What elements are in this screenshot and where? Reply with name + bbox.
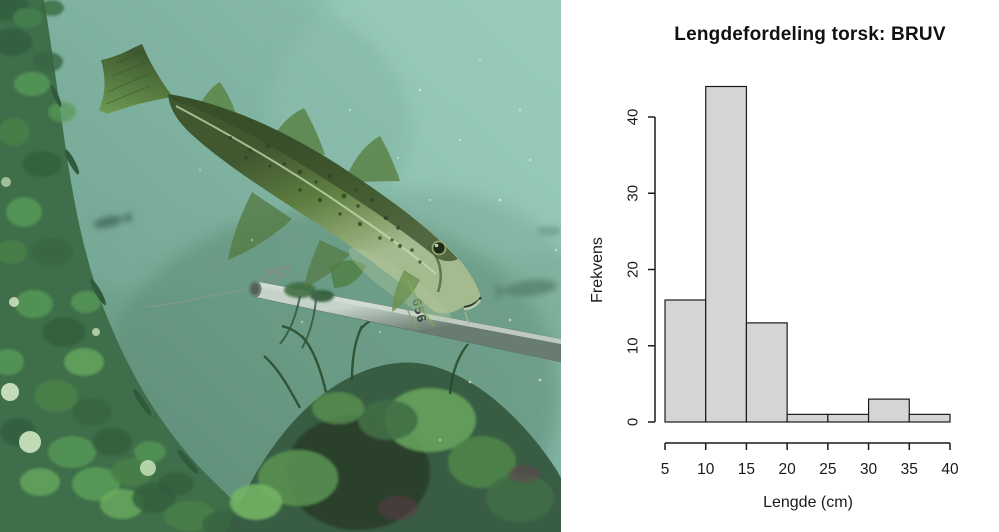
lateral-line	[175, 105, 437, 275]
fish-back-shading	[168, 94, 458, 262]
y-tick-label: 0	[624, 418, 641, 426]
histogram-bar	[827, 413, 870, 423]
y-tick-label: 20	[624, 261, 641, 278]
tail-fin	[99, 44, 173, 114]
x-tick-label: 30	[860, 461, 878, 478]
histogram-panel: Lengdefordeling torsk: BRUV Frekvens Len…	[561, 0, 999, 532]
x-axis-label: Lengde (cm)	[763, 494, 853, 511]
y-tick-label: 30	[624, 185, 641, 202]
background-fish	[536, 226, 561, 236]
x-tick-label: 40	[941, 461, 959, 478]
fish-eye-ring	[431, 240, 447, 256]
histogram-bar	[908, 413, 951, 423]
histogram-bar	[786, 413, 829, 423]
histogram-bar	[745, 322, 788, 423]
histogram-bar	[705, 85, 748, 423]
fish-body	[168, 94, 481, 314]
fish-eye-highlight	[434, 243, 439, 248]
x-tick-label: 35	[901, 461, 918, 478]
suspended-particles	[198, 58, 558, 442]
anemone-blobs	[1, 88, 156, 476]
pole-end-cap-core	[251, 283, 259, 295]
measuring-pole: 656	[147, 260, 561, 363]
anal-fin-2	[304, 240, 350, 288]
x-tick-label: 25	[819, 461, 836, 478]
histogram-bar	[664, 299, 707, 423]
rig-tangle	[260, 264, 293, 284]
x-tick-label: 5	[661, 461, 670, 478]
seaweed-wall	[0, 0, 266, 532]
background-fish	[93, 211, 133, 229]
background-fish	[494, 279, 557, 300]
corner-foliage	[0, 0, 64, 28]
chart-title: Lengdefordeling torsk: BRUV	[674, 24, 946, 45]
pectoral-fin	[392, 270, 420, 312]
anal-fin-1	[228, 192, 292, 260]
histogram-bar	[867, 398, 910, 423]
mottled-spots	[228, 136, 422, 264]
pole-algae-tuft	[279, 260, 366, 349]
rock-mound	[226, 316, 561, 532]
fish-lower-lip	[463, 299, 482, 311]
y-tick-label: 10	[624, 337, 641, 354]
fish-mouth	[463, 296, 482, 308]
seaweed-edge-sprigs	[50, 84, 199, 475]
histogram-plot: 0 10 20 30 40 5 10 15 20 25 30 35 40	[624, 85, 959, 478]
dorsal-fin-3	[344, 136, 400, 182]
chin-barbel	[464, 311, 470, 325]
gill-slit	[427, 245, 442, 293]
pelvic-filament	[406, 279, 435, 327]
y-tick-label: 40	[624, 109, 641, 126]
rock-mound-texture	[230, 388, 554, 530]
cod-fish	[99, 44, 482, 331]
underwater-photo: 656	[0, 0, 561, 532]
anchor-wire	[147, 286, 257, 308]
x-tick-label: 20	[779, 461, 797, 478]
pole-marking-text: 656	[409, 297, 430, 325]
pelvic-filament-2	[399, 283, 419, 331]
underwater-photo-canvas: 656	[0, 0, 561, 532]
y-axis-label: Frekvens	[589, 237, 606, 303]
water-tint-overlay	[0, 0, 561, 532]
x-tick-label: 10	[697, 461, 715, 478]
x-tick-label: 15	[738, 461, 755, 478]
